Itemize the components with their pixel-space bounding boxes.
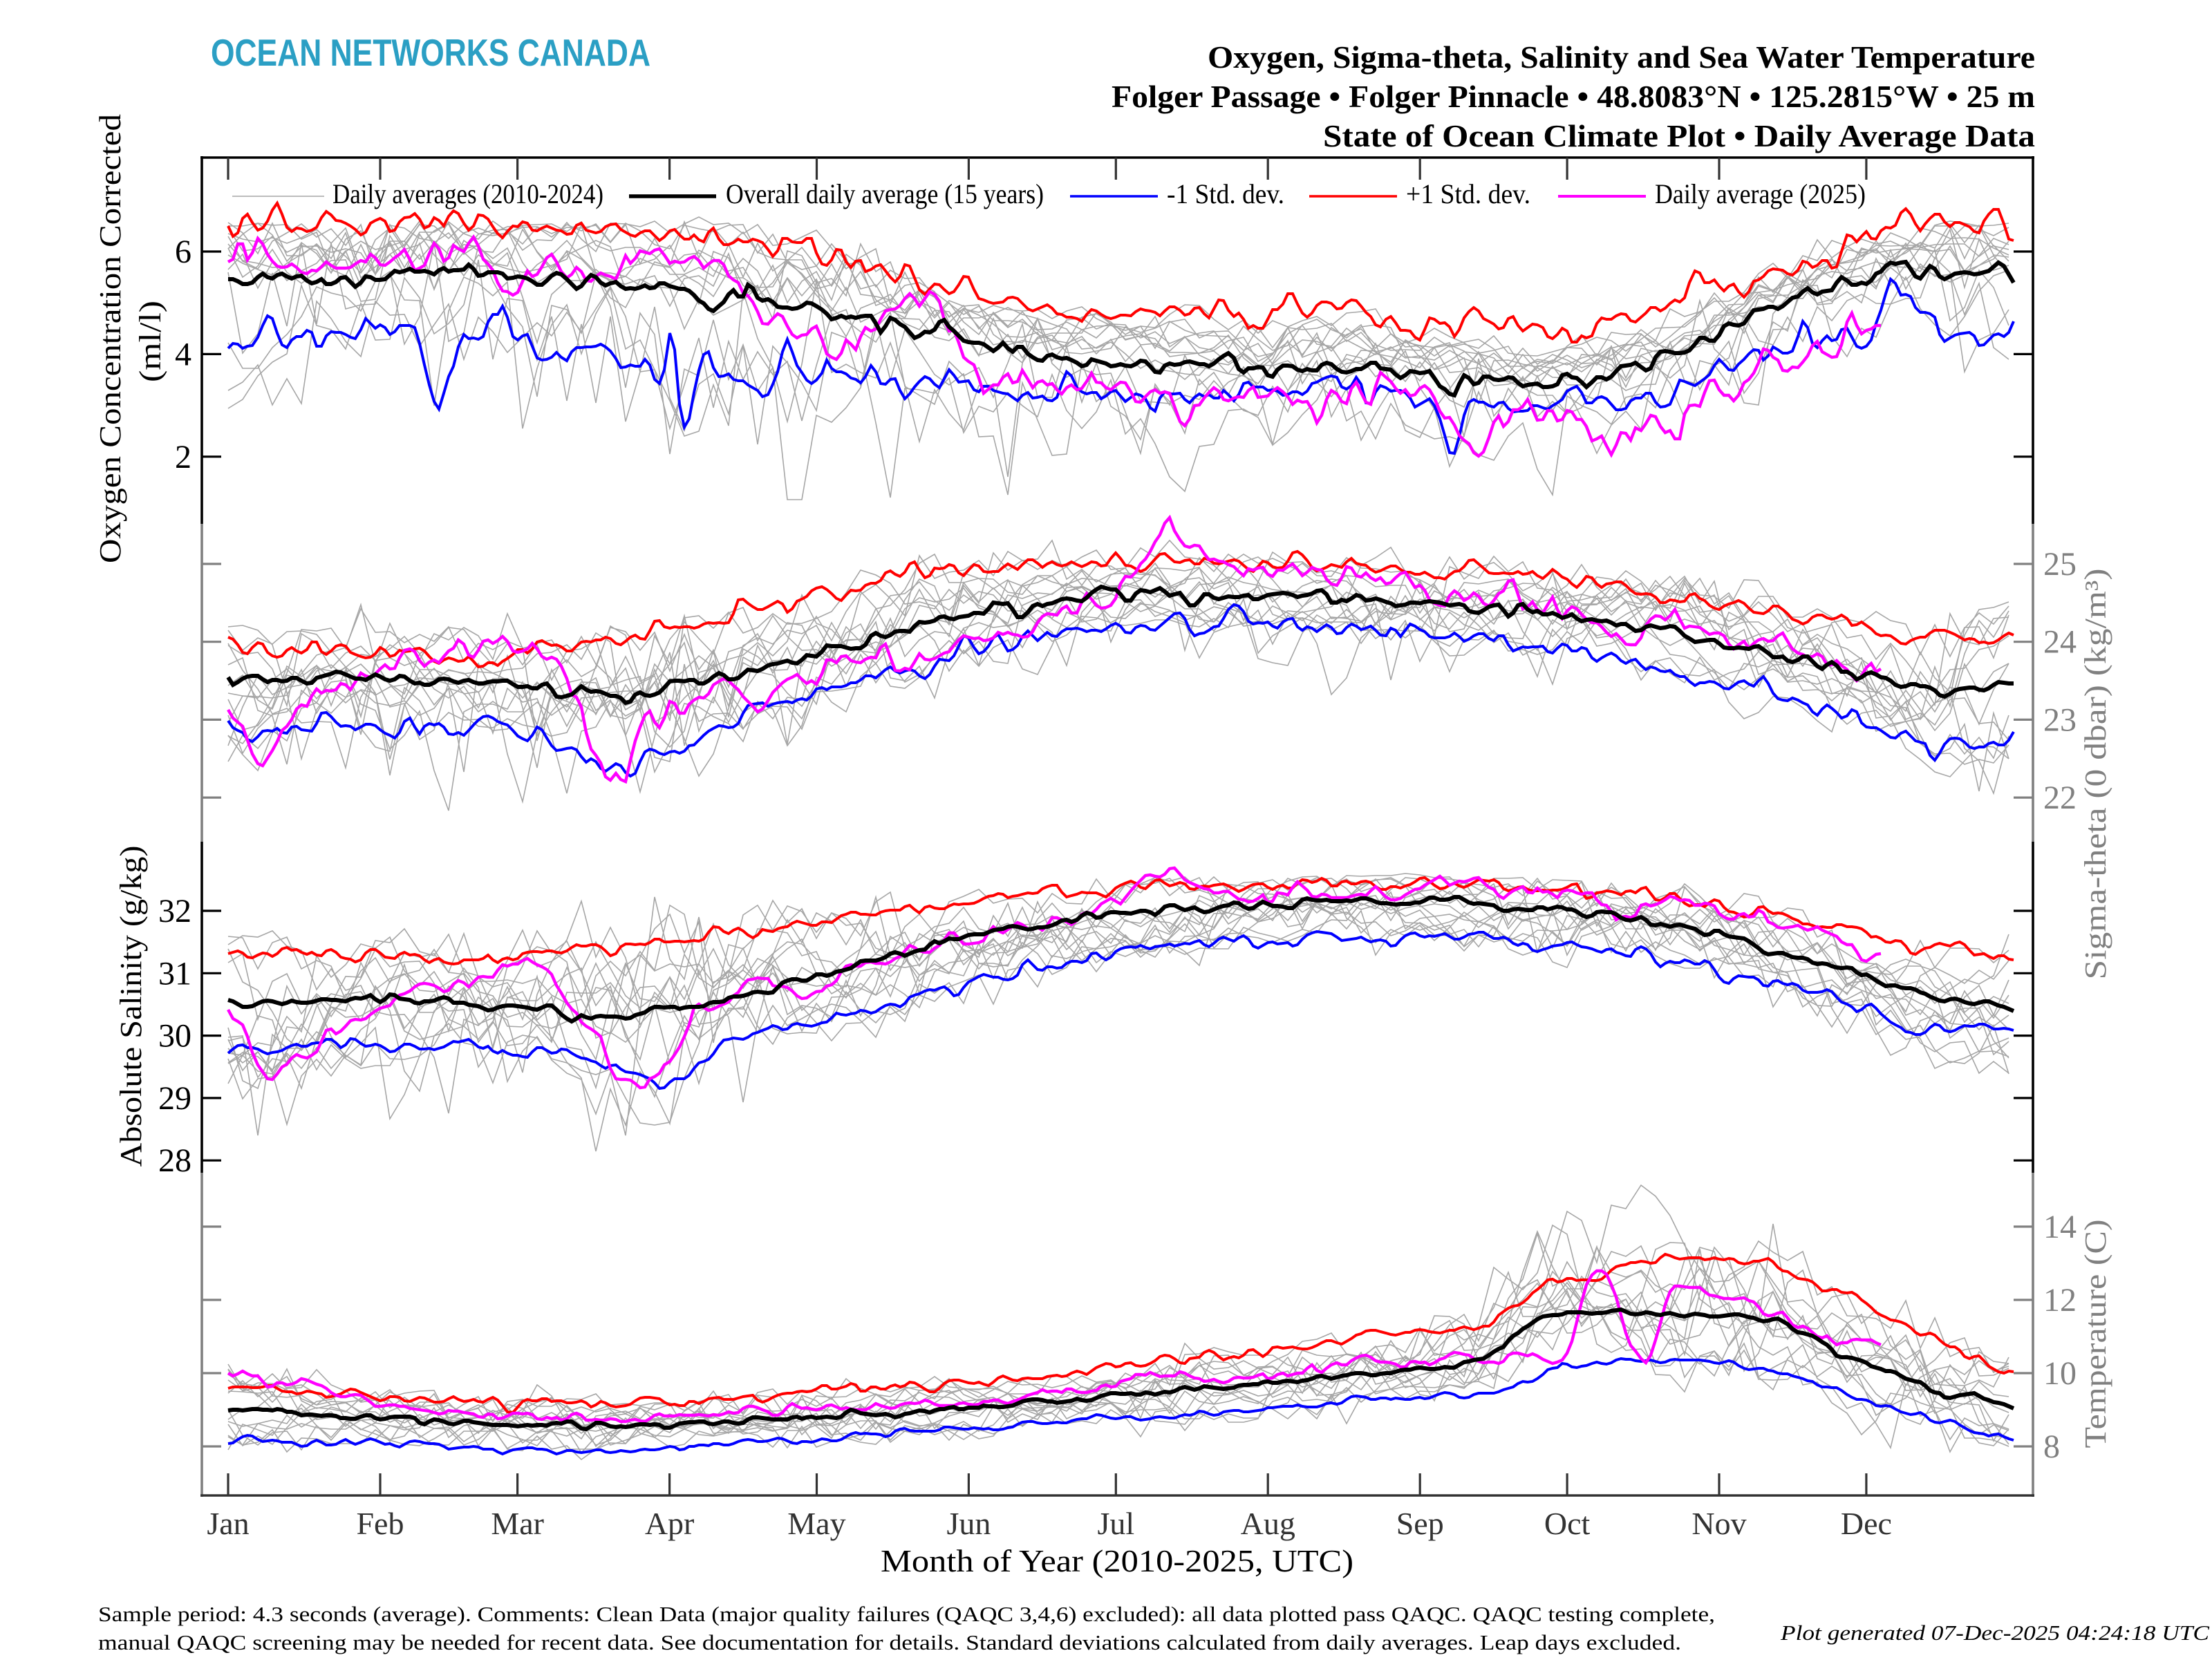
- svg-text:22: 22: [2043, 780, 2077, 816]
- svg-text:Oct: Oct: [1544, 1506, 1591, 1541]
- svg-text:Daily averages (2010-2024): Daily averages (2010-2024): [332, 178, 603, 209]
- svg-text:Plot generated 07-Dec-2025 04:: Plot generated 07-Dec-2025 04:24:18 UTC: [1780, 1621, 2210, 1645]
- svg-text:32: 32: [158, 893, 191, 929]
- svg-text:May: May: [787, 1506, 845, 1541]
- svg-text:28: 28: [158, 1142, 191, 1179]
- svg-text:24: 24: [2043, 624, 2077, 661]
- svg-text:Apr: Apr: [645, 1506, 695, 1541]
- svg-text:Mar: Mar: [491, 1506, 544, 1541]
- svg-text:Folger Passage • Folger Pinnac: Folger Passage • Folger Pinnacle • 48.80…: [1112, 79, 2035, 114]
- svg-text:10: 10: [2043, 1355, 2077, 1392]
- svg-text:Sep: Sep: [1396, 1506, 1444, 1541]
- svg-text:+1 Std. dev.: +1 Std. dev.: [1406, 178, 1530, 209]
- svg-text:4: 4: [175, 336, 191, 372]
- svg-text:12: 12: [2043, 1282, 2077, 1319]
- svg-text:Overall daily average (15 year: Overall daily average (15 years): [726, 178, 1044, 209]
- svg-text:OCEAN NETWORKS CANADA: OCEAN NETWORKS CANADA: [211, 31, 650, 74]
- svg-text:31: 31: [158, 955, 191, 992]
- svg-text:Sigma-theta (0 dbar) (kg/m³): Sigma-theta (0 dbar) (kg/m³): [2079, 569, 2112, 980]
- svg-text:(ml/l): (ml/l): [133, 301, 167, 382]
- svg-text:29: 29: [158, 1080, 191, 1117]
- svg-text:Dec: Dec: [1841, 1506, 1892, 1541]
- svg-text:-1 Std. dev.: -1 Std. dev.: [1167, 178, 1284, 209]
- svg-text:14: 14: [2043, 1209, 2077, 1245]
- svg-text:Temperature (C): Temperature (C): [2079, 1220, 2112, 1448]
- svg-text:Absolute Salinity (g/kg): Absolute Salinity (g/kg): [114, 846, 148, 1167]
- svg-text:Month of Year (2010-2025, UTC): Month of Year (2010-2025, UTC): [881, 1543, 1353, 1578]
- svg-text:Daily average (2025): Daily average (2025): [1655, 178, 1866, 209]
- svg-text:Jul: Jul: [1097, 1506, 1134, 1541]
- svg-text:2: 2: [175, 439, 191, 475]
- svg-text:Nov: Nov: [1691, 1506, 1746, 1541]
- svg-text:8: 8: [2043, 1428, 2060, 1465]
- svg-text:6: 6: [175, 234, 191, 270]
- svg-text:Jan: Jan: [207, 1506, 249, 1541]
- svg-text:Feb: Feb: [356, 1506, 404, 1541]
- svg-text:manual QAQC screening may be n: manual QAQC screening may be needed for …: [98, 1630, 1681, 1654]
- svg-text:Oxygen Concentration Corrected: Oxygen Concentration Corrected: [93, 114, 127, 563]
- svg-text:Jun: Jun: [946, 1506, 991, 1541]
- svg-text:23: 23: [2043, 701, 2077, 738]
- svg-text:State of Ocean Climate Plot •: State of Ocean Climate Plot • Daily Aver…: [1323, 118, 2035, 153]
- svg-text:30: 30: [158, 1018, 191, 1055]
- svg-text:Oxygen, Sigma-theta, Salinity: Oxygen, Sigma-theta, Salinity and Sea Wa…: [1208, 39, 2035, 75]
- svg-text:Sample period: 4.3 seconds (av: Sample period: 4.3 seconds (average). Co…: [98, 1602, 1715, 1626]
- svg-text:Aug: Aug: [1241, 1506, 1295, 1541]
- svg-text:25: 25: [2043, 546, 2077, 583]
